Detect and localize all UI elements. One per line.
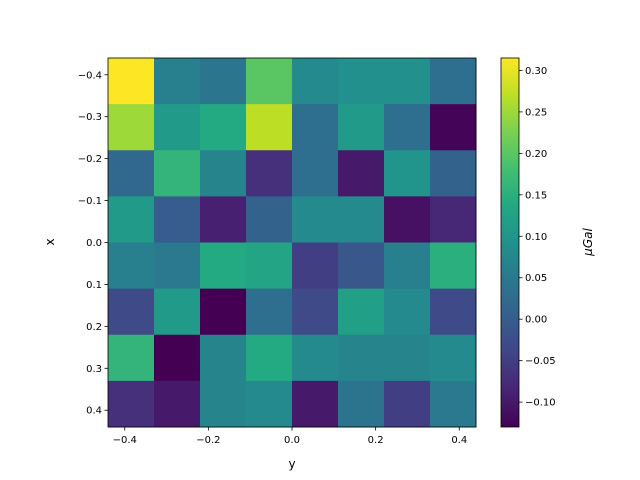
colorbar-ticks: −0.10 −0.05 0.00 0.05 0.10 0.15 0.20 0.25 0.30 xyxy=(519,66,556,409)
heatmap-cell xyxy=(384,242,431,290)
heatmap-cell xyxy=(108,334,155,382)
tick-label: −0.4 xyxy=(113,435,137,446)
heatmap-cell xyxy=(292,104,339,151)
tick-label: 0.1 xyxy=(86,280,102,291)
heatmap-cell xyxy=(384,334,431,382)
heatmap-cell xyxy=(108,288,155,336)
heatmap-cell xyxy=(292,150,339,197)
heatmap-cell xyxy=(200,380,247,428)
heatmap-cell xyxy=(430,288,477,336)
heatmap-cell xyxy=(338,58,385,105)
x-axis-ticks: −0.4 −0.2 0.0 0.2 0.4 xyxy=(113,427,467,446)
heatmap-cell xyxy=(338,334,385,382)
tick-label: 0.15 xyxy=(525,190,547,201)
heatmap-cell xyxy=(384,380,431,428)
colorbar-gradient xyxy=(501,58,519,427)
tick-label: 0.00 xyxy=(525,315,547,326)
heatmap-cell xyxy=(108,196,155,243)
heatmap-cell xyxy=(154,242,201,290)
heatmap-cell xyxy=(338,196,385,243)
heatmap-cell xyxy=(200,288,247,336)
heatmap-cell xyxy=(200,196,247,243)
tick-label: 0.0 xyxy=(284,435,300,446)
heatmap-cell xyxy=(384,196,431,243)
heatmap-cell xyxy=(246,242,293,290)
tick-label: 0.0 xyxy=(86,238,102,249)
heatmap-cell xyxy=(292,58,339,105)
heatmap-cell xyxy=(246,104,293,151)
heatmap-cell xyxy=(430,150,477,197)
heatmap-cell xyxy=(430,380,477,428)
tick-label: 0.3 xyxy=(86,364,102,375)
tick-label: −0.3 xyxy=(78,112,102,123)
tick-label: 0.05 xyxy=(525,273,547,284)
heatmap-cell xyxy=(200,58,247,105)
heatmap-cell xyxy=(430,196,477,243)
tick-label: −0.2 xyxy=(78,154,102,165)
tick-label: 0.2 xyxy=(368,435,384,446)
heatmap-cell xyxy=(338,150,385,197)
y-axis-ticks: −0.4 −0.3 −0.2 −0.1 0.0 0.1 0.2 0.3 0.4 xyxy=(78,70,108,417)
colorbar-label: μGal xyxy=(581,228,595,257)
heatmap-cell xyxy=(200,104,247,151)
heatmap-cell xyxy=(154,104,201,151)
heatmap-cell xyxy=(154,58,201,105)
tick-label: 0.4 xyxy=(451,435,467,446)
heatmap-cell xyxy=(338,380,385,428)
tick-label: −0.2 xyxy=(196,435,220,446)
heatmap-cell xyxy=(292,334,339,382)
colorbar: −0.10 −0.05 0.00 0.05 0.10 0.15 0.20 0.25 0.30 μ… xyxy=(500,57,595,428)
heatmap-cells xyxy=(108,58,477,428)
heatmap-cell xyxy=(246,196,293,243)
x-axis-label: y xyxy=(288,457,295,471)
heatmap-cell xyxy=(384,288,431,336)
heatmap-cell xyxy=(292,242,339,290)
tick-label: 0.2 xyxy=(86,322,102,333)
heatmap-cell xyxy=(108,58,155,105)
heatmap-cell xyxy=(384,58,431,105)
heatmap-cell xyxy=(292,380,339,428)
y-axis-label: x xyxy=(43,238,57,245)
heatmap-cell xyxy=(430,242,477,290)
heatmap-cell xyxy=(430,104,477,151)
heatmap-cell xyxy=(430,334,477,382)
heatmap-cell xyxy=(246,150,293,197)
tick-label: −0.4 xyxy=(78,70,102,81)
heatmap-cell xyxy=(292,196,339,243)
tick-label: 0.25 xyxy=(525,107,547,118)
tick-label: 0.4 xyxy=(86,406,102,417)
heatmap-cell xyxy=(384,150,431,197)
tick-label: −0.1 xyxy=(78,196,102,207)
heatmap-cell xyxy=(108,380,155,428)
heatmap-cell xyxy=(108,150,155,197)
heatmap-cell xyxy=(108,242,155,290)
tick-label: −0.10 xyxy=(525,398,556,409)
heatmap-cell xyxy=(154,380,201,428)
heatmap-cell xyxy=(246,58,293,105)
heatmap-cell xyxy=(338,242,385,290)
tick-label: 0.10 xyxy=(525,232,547,243)
heatmap-cell xyxy=(108,104,155,151)
heatmap-cell xyxy=(246,380,293,428)
heatmap-cell xyxy=(154,288,201,336)
heatmap-cell xyxy=(338,104,385,151)
heatmap-cell xyxy=(154,196,201,243)
heatmap-cell xyxy=(246,288,293,336)
heatmap-cell xyxy=(338,288,385,336)
tick-label: 0.20 xyxy=(525,149,547,160)
tick-label: −0.05 xyxy=(525,356,556,367)
heatmap-cell xyxy=(246,334,293,382)
heatmap-cell xyxy=(292,288,339,336)
heatmap-cell xyxy=(200,334,247,382)
heatmap-cell xyxy=(200,150,247,197)
heatmap-cell xyxy=(384,104,431,151)
colorbar-frame xyxy=(500,57,520,428)
heatmap-cell xyxy=(200,242,247,290)
heatmap-cell xyxy=(154,150,201,197)
heatmap-cell xyxy=(154,334,201,382)
heatmap-cell xyxy=(430,58,477,105)
tick-label: 0.30 xyxy=(525,66,547,77)
